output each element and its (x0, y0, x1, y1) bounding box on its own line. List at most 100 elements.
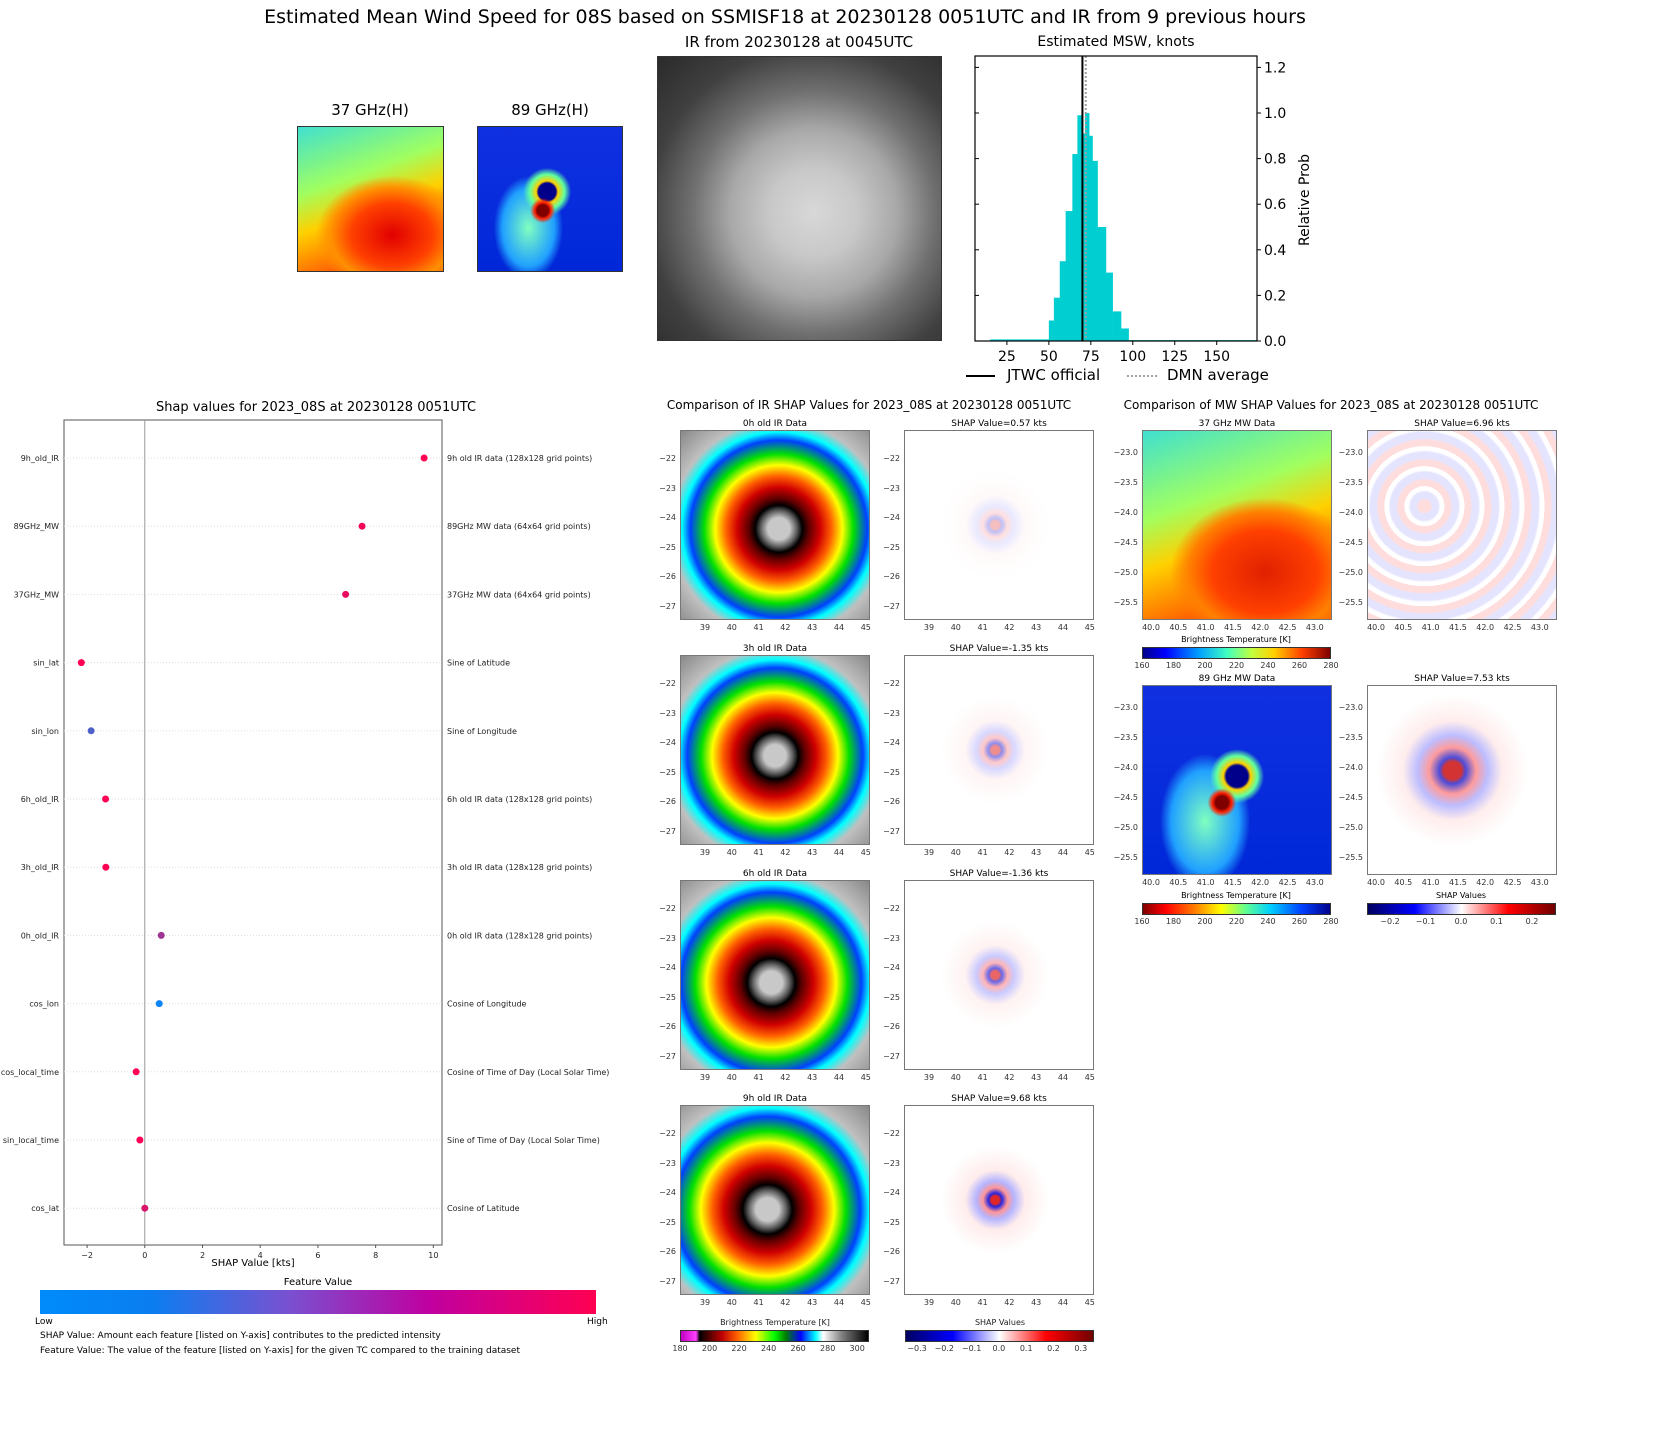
legend-jtwc-label: JTWC official (1007, 366, 1101, 384)
feature-description: 9h old IR data (128x128 grid points) (447, 454, 592, 463)
ytick-label: −24 (659, 1188, 676, 1198)
shap-point-sin_local_time (136, 1136, 144, 1144)
hist-bar (1059, 261, 1066, 341)
xtick-label: 42 (780, 1298, 791, 1307)
xtick-label: 44 (1057, 1073, 1069, 1082)
hist-ytick-label: 0.0 (1264, 334, 1286, 350)
xtick-label: 45 (1084, 1298, 1095, 1307)
ytick-label: −24.0 (1338, 763, 1363, 772)
ytick-label: −23 (883, 933, 900, 943)
xtick-label: 43 (1031, 1298, 1042, 1307)
feature-description: Cosine of Time of Day (Local Solar Time) (447, 1068, 609, 1077)
ytick-label: −23.5 (1113, 733, 1138, 742)
xtick-label: 39 (699, 1073, 711, 1082)
ir-shap-image (904, 1105, 1094, 1295)
hist-ytick-label: 1.2 (1264, 60, 1286, 76)
shap-point-0h_old_IR (157, 931, 165, 939)
ytick-label: −24.5 (1113, 793, 1138, 802)
xtick-label: 39 (699, 623, 711, 632)
xtick-label: 40 (726, 848, 737, 857)
ir-shap-colorbar-tick: 0.1 (1019, 1344, 1033, 1353)
mw89-colorbar-tick: 220 (1228, 917, 1245, 926)
feature-colorbar (40, 1290, 596, 1314)
xtick-label: 40.0 (1367, 623, 1385, 632)
xtick-label: 40 (726, 623, 737, 632)
ytick-label: −23.0 (1113, 703, 1138, 712)
xtick-label: 41 (753, 623, 764, 632)
ytick-label: −24.5 (1338, 793, 1363, 802)
mw89-colorbar-tick: 160 (1134, 917, 1150, 926)
shap-point-9h_old_IR (420, 454, 428, 462)
xtick-label: 43 (807, 1298, 818, 1307)
xtick-label: 39 (699, 1298, 711, 1307)
mw37-colorbar-tick: 180 (1165, 661, 1182, 670)
ir-data-title: 6h old IR Data (742, 869, 808, 879)
xtick-label: 45 (860, 623, 871, 632)
mw-shap-image (1367, 685, 1557, 875)
ytick-label: −27 (883, 827, 900, 836)
ir-bt-colorbar-tick: 240 (760, 1344, 777, 1353)
feature-description: Sine of Longitude (447, 727, 517, 736)
legend-dmn-line (1127, 375, 1157, 377)
xtick-label: 43.0 (1530, 623, 1549, 632)
mw-data-image (1142, 430, 1332, 620)
mw37-colorbar-tick: 200 (1197, 661, 1213, 670)
ytick-label: −27 (659, 1277, 676, 1286)
xtick-label: 41.5 (1223, 623, 1242, 632)
ytick-label: −23 (883, 708, 900, 718)
mw37-colorbar-tick: 280 (1323, 661, 1339, 670)
ytick-label: −25.5 (1113, 853, 1138, 862)
xtick-label: 41.0 (1421, 623, 1440, 632)
xtick-label: 40 (950, 848, 961, 857)
xtick-label: 42 (780, 1073, 791, 1082)
shap-point-3h_old_IR (102, 863, 110, 871)
ir-shap-colorbar-title: SHAP Values (974, 1318, 1026, 1327)
mw89-colorbar (1142, 903, 1331, 915)
mw37-colorbar-title: Brightness Temperature [K] (1181, 635, 1291, 644)
xtick-label: 40.5 (1394, 623, 1413, 632)
xtick-label: 45 (860, 848, 871, 857)
mw89-title: 89 GHz(H) (511, 101, 589, 119)
ytick-label: −22 (883, 904, 900, 913)
mw-shap-colorbar-tick: −0.1 (1415, 917, 1436, 926)
shap-title: Shap values for 2023_08S at 20230128 005… (155, 400, 477, 415)
ytick-label: −22 (659, 904, 676, 913)
ytick-label: −24.5 (1113, 538, 1138, 547)
xtick-label: 42.0 (1251, 623, 1270, 632)
ytick-label: −25.0 (1338, 568, 1363, 577)
xtick-label: 41.0 (1196, 623, 1215, 632)
mw37-colorbar-tick: 160 (1134, 661, 1150, 670)
ytick-label: −25.5 (1338, 853, 1363, 862)
ytick-label: −23 (883, 483, 900, 493)
feature-description: 0h old IR data (128x128 grid points) (447, 931, 592, 940)
ytick-label: −23.0 (1338, 448, 1363, 457)
shap-point-cos_local_time (132, 1068, 140, 1076)
ir-data-image (680, 430, 870, 620)
ir-title: IR from 20230128 at 0045UTC (684, 33, 914, 51)
xtick-label: 45 (860, 1073, 871, 1082)
xtick-label: 40.5 (1394, 878, 1413, 887)
ir-bt-colorbar-tick: 220 (731, 1344, 747, 1353)
xtick-label: 40 (950, 1073, 961, 1082)
ir-bt-colorbar-tick: 180 (672, 1344, 688, 1353)
feature-label: cos_lon (29, 1000, 59, 1009)
ytick-label: −23.0 (1113, 448, 1138, 457)
ir-shap-colorbar-tick: −0.2 (934, 1344, 955, 1353)
mw89-colorbar-title: Brightness Temperature [K] (1181, 891, 1291, 900)
hist-bar (1097, 227, 1107, 341)
xtick-label: 41 (977, 848, 988, 857)
ytick-label: −26 (659, 572, 676, 582)
ir-shap-image (904, 880, 1094, 1070)
shap-xtick-label: 4 (258, 1251, 263, 1260)
shap-point-37GHz_MW (342, 590, 350, 598)
ytick-label: −25.0 (1338, 823, 1363, 832)
xtick-label: 41.5 (1448, 878, 1467, 887)
feature-label: 3h_old_IR (21, 863, 60, 872)
colorbar-low: Low (35, 1317, 53, 1327)
shap-point-sin_lat (77, 659, 85, 667)
hist-bar (1072, 154, 1078, 341)
ir-shap-colorbar-tick: −0.1 (961, 1344, 982, 1353)
xtick-label: 42 (1004, 1298, 1015, 1307)
ir-shap-image (904, 655, 1094, 845)
ytick-label: −26 (659, 1247, 676, 1257)
